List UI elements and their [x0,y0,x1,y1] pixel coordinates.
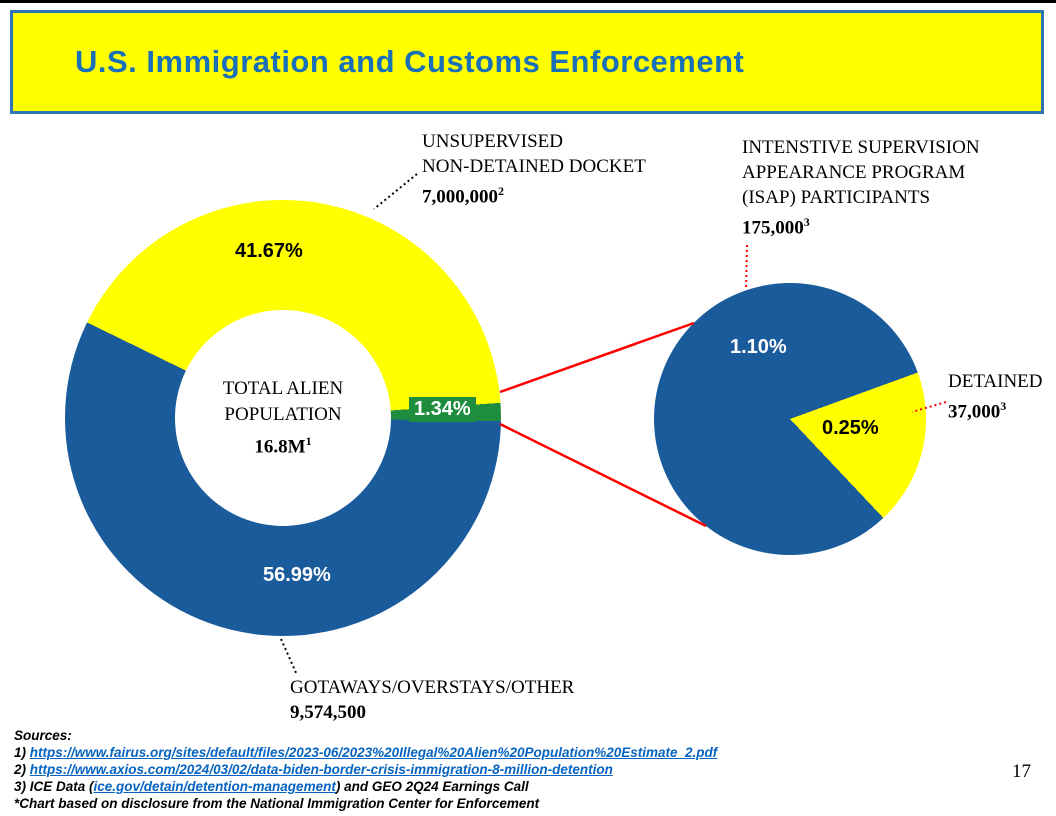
slice-pct-unsupervised: 41.67% [235,240,303,262]
donut-chart: 41.67% 56.99% 1.34% TOTAL ALIEN POPULATI… [65,200,501,636]
source-footnote: *Chart based on disclosure from the Nati… [14,796,540,811]
callout-gotaways-value: 9,574,500 [290,702,366,723]
source-line-2: 2) https://www.axios.com/2024/03/02/data… [14,762,613,777]
sources-heading: Sources: [14,728,72,743]
callout-detained-line1: DETAINED [948,371,1043,392]
slice-pct-detained: 0.25% [822,417,879,439]
callout-detained: DETAINED 37,0003 [948,369,1043,424]
source-line-1: 1) https://www.fairus.org/sites/default/… [14,745,718,760]
callout-isap-line3: (ISAP) PARTICIPANTS [742,187,931,208]
callout-unsupervised-line1: UNSUPERVISED [422,131,563,152]
sources-block: Sources: 1) https://www.fairus.org/sites… [14,727,717,812]
callout-detained-value: 37,0003 [948,399,1007,423]
title-banner: U.S. Immigration and Customs Enforcement [10,10,1044,114]
callout-isap-value: 175,0003 [742,215,810,239]
source-link-axios[interactable]: https://www.axios.com/2024/03/02/data-bi… [29,762,613,777]
center-label-value: 16.8M1 [254,433,312,458]
page-number: 17 [1012,761,1031,782]
callout-isap: INTENSTIVE SUPERVISION APPEARANCE PROGRA… [742,135,980,240]
leader-line-gotaways [280,638,298,676]
callout-unsupervised: UNSUPERVISED NON-DETAINED DOCKET 7,000,0… [422,129,646,209]
page-title: U.S. Immigration and Customs Enforcement [75,44,745,79]
source-line-3: 3) ICE Data (ice.gov/detain/detention-ma… [14,779,529,794]
source-link-ice[interactable]: ice.gov/detain/detention-management [93,779,336,794]
center-label-line1: TOTAL ALIEN [222,377,344,399]
callout-unsupervised-value: 7,000,0002 [422,184,504,208]
detail-pie-chart: 1.10% 0.25% [654,283,926,555]
leader-line-unsupervised [373,173,418,210]
callout-isap-line1: INTENSTIVE SUPERVISION [742,137,980,158]
leader-line-isap [745,244,748,290]
center-label-line2: POPULATION [224,403,342,425]
slice-pct-ice-total: 1.34% [409,397,476,422]
slice-pct-gotaways: 56.99% [263,564,331,586]
slice-pct-isap: 1.10% [730,336,787,358]
callout-unsupervised-line2: NON-DETAINED DOCKET [422,156,646,177]
source-link-fairus[interactable]: https://www.fairus.org/sites/default/fil… [29,745,718,760]
donut-center-label: TOTAL ALIEN POPULATION 16.8M1 [223,376,343,460]
callout-gotaways-line1: GOTAWAYS/OVERSTAYS/OTHER [290,677,575,698]
callout-gotaways: GOTAWAYS/OVERSTAYS/OTHER 9,574,500 [290,675,574,725]
donut-hole: TOTAL ALIEN POPULATION 16.8M1 [175,310,391,526]
callout-isap-line2: APPEARANCE PROGRAM [742,162,966,183]
